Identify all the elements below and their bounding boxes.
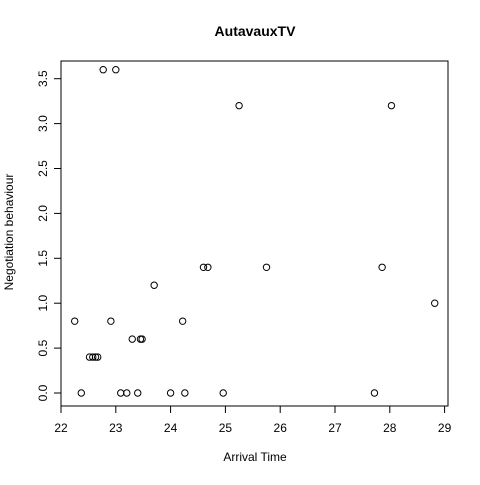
y-tick-label: 0.0 xyxy=(36,384,50,401)
data-point xyxy=(91,353,100,361)
data-point xyxy=(117,389,125,397)
x-tick-label: 28 xyxy=(383,421,397,435)
y-axis: 0.0 0.5 1.0 1.5 2.0 2.5 3.0 3.5 xyxy=(36,70,61,401)
y-tick-label: 3.0 xyxy=(36,115,50,132)
data-point xyxy=(99,66,107,74)
data-point xyxy=(123,389,131,397)
data-point xyxy=(178,317,187,325)
data-point xyxy=(134,389,142,397)
x-tick-label: 29 xyxy=(438,421,452,435)
data-point xyxy=(199,263,208,271)
y-tick-label: 0.5 xyxy=(36,339,50,356)
chart-title: AutavauxTV xyxy=(215,23,297,39)
y-tick-label: 1.5 xyxy=(36,250,50,267)
y-axis-label: Negotiation behaviour xyxy=(2,174,16,291)
data-point xyxy=(235,101,243,110)
y-tick-label: 2.5 xyxy=(36,160,50,177)
x-tick-label: 25 xyxy=(219,421,233,435)
data-point xyxy=(128,335,136,343)
data-point xyxy=(107,317,115,325)
data-point xyxy=(219,389,227,397)
data-point xyxy=(138,335,146,343)
data-point xyxy=(370,389,379,397)
data-point xyxy=(431,299,439,307)
data-point xyxy=(89,353,97,361)
data-point xyxy=(112,66,120,74)
data-points xyxy=(71,66,439,397)
data-point xyxy=(166,389,175,397)
x-axis: 22 23 24 25 26 27 28 29 xyxy=(54,406,452,435)
data-point xyxy=(77,389,85,397)
plot-frame xyxy=(60,60,449,407)
x-tick-label: 23 xyxy=(109,421,123,435)
x-axis-label: Arrival Time xyxy=(223,450,287,464)
y-tick-label: 3.5 xyxy=(36,70,50,87)
data-point xyxy=(387,101,396,110)
x-tick-label: 24 xyxy=(164,421,178,435)
data-point xyxy=(204,263,212,271)
data-point xyxy=(262,263,271,271)
data-point xyxy=(71,317,79,325)
y-tick-label: 2.0 xyxy=(36,205,50,222)
data-point xyxy=(94,353,102,361)
x-tick-label: 22 xyxy=(54,421,68,435)
data-point xyxy=(181,389,189,397)
x-tick-label: 26 xyxy=(274,421,288,435)
y-tick-label: 1.0 xyxy=(36,295,50,312)
x-tick-label: 27 xyxy=(328,421,342,435)
data-point xyxy=(150,281,158,289)
data-point xyxy=(378,263,386,271)
